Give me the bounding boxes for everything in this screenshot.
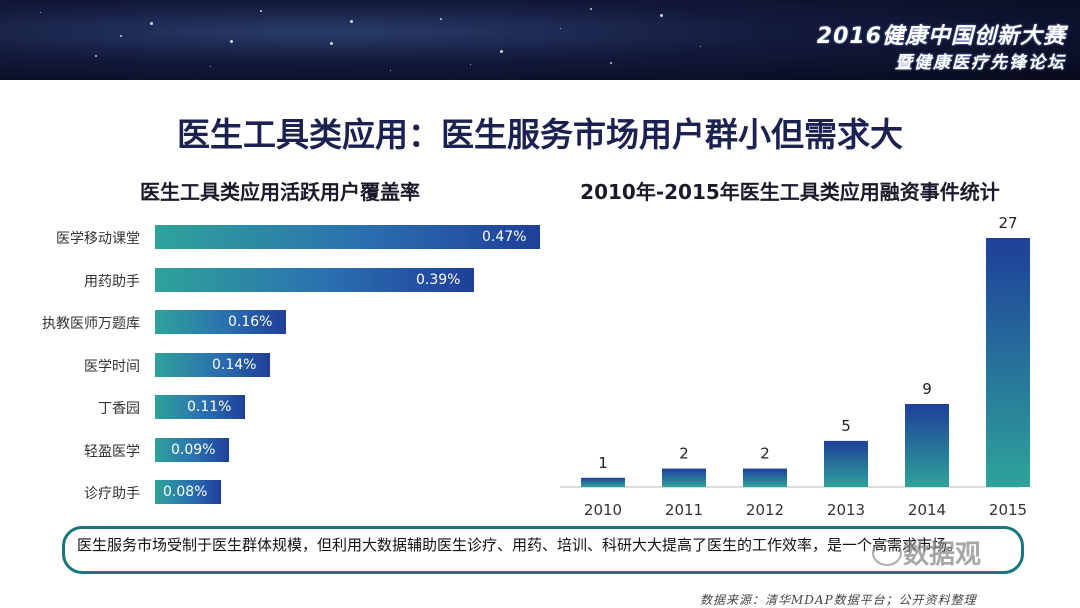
bar-value-label: 0.14% bbox=[212, 356, 257, 373]
coverage-bar bbox=[155, 437, 229, 462]
star-decoration bbox=[500, 50, 503, 53]
data-source: 数据来源：清华MDAP数据平台；公开资料整理 bbox=[700, 593, 977, 607]
bar-category-label: 执教医师万题库 bbox=[42, 316, 140, 332]
bar-category-label: 诊疗助手 bbox=[84, 486, 140, 502]
coverage-bar bbox=[155, 225, 540, 249]
year-tick-label: 2015 bbox=[989, 501, 1027, 519]
year-tick-label: 2011 bbox=[665, 501, 703, 519]
year-tick-label: 2012 bbox=[746, 501, 784, 519]
bar-value-label: 1 bbox=[598, 454, 608, 472]
star-decoration bbox=[150, 22, 153, 25]
funding-bar bbox=[581, 477, 625, 487]
star-decoration bbox=[95, 55, 97, 57]
coverage-bar bbox=[155, 395, 245, 419]
right-chart-title: 2010年-2015年医生工具类应用融资事件统计 bbox=[580, 180, 1000, 204]
funding-bar bbox=[662, 468, 706, 487]
coverage-bar bbox=[155, 267, 474, 292]
funding-bar bbox=[905, 404, 949, 487]
page-title: 医生工具类应用：医生服务市场用户群小但需求大 bbox=[177, 115, 903, 154]
bar-value-label: 2 bbox=[760, 445, 770, 463]
star-decoration bbox=[390, 70, 391, 71]
star-decoration bbox=[330, 42, 333, 45]
bar-value-label: 0.11% bbox=[187, 399, 232, 415]
star-decoration bbox=[230, 40, 233, 43]
star-decoration bbox=[210, 66, 211, 67]
wechat-icon bbox=[872, 540, 902, 566]
star-decoration bbox=[260, 10, 262, 12]
bar-category-label: 丁香园 bbox=[98, 401, 140, 417]
star-decoration bbox=[560, 28, 561, 29]
bar-value-label: 27 bbox=[998, 214, 1017, 232]
bar-category-label: 轻盈医学 bbox=[84, 443, 140, 460]
header-banner: 2016健康中国创新大赛 暨健康医疗先锋论坛 bbox=[0, 0, 1080, 80]
bar-value-label: 9 bbox=[922, 380, 932, 398]
year-tick-label: 2014 bbox=[908, 501, 946, 519]
star-decoration bbox=[700, 46, 701, 47]
star-decoration bbox=[610, 62, 612, 64]
coverage-bar bbox=[155, 352, 270, 377]
year-tick-label: 2013 bbox=[827, 501, 865, 519]
funding-bar bbox=[824, 440, 868, 487]
coverage-bar bbox=[155, 480, 221, 504]
bar-value-label: 2 bbox=[679, 445, 689, 463]
watermark-logo: 数据观 bbox=[903, 540, 982, 570]
bar-value-label: 0.08% bbox=[163, 484, 208, 500]
banner-title: 2016健康中国创新大赛 bbox=[816, 24, 1066, 49]
bar-value-label: 0.09% bbox=[171, 441, 216, 458]
coverage-bar bbox=[155, 310, 286, 334]
star-decoration bbox=[350, 20, 353, 23]
funding-bar bbox=[986, 238, 1030, 487]
bar-value-label: 0.16% bbox=[228, 314, 273, 330]
funding-bar bbox=[743, 468, 787, 487]
star-decoration bbox=[590, 8, 592, 10]
banner-subtitle: 暨健康医疗先锋论坛 bbox=[895, 53, 1066, 73]
star-decoration bbox=[40, 12, 41, 13]
bar-category-label: 医学移动课堂 bbox=[56, 231, 140, 247]
bar-category-label: 医学时间 bbox=[84, 358, 140, 375]
bar-category-label: 用药助手 bbox=[84, 273, 140, 290]
star-decoration bbox=[440, 18, 442, 20]
bar-value-label: 5 bbox=[841, 417, 851, 435]
year-tick-label: 2010 bbox=[584, 501, 622, 519]
star-decoration bbox=[470, 64, 471, 65]
left-chart-title: 医生工具类应用活跃用户覆盖率 bbox=[140, 180, 420, 204]
bar-value-label: 0.47% bbox=[482, 229, 527, 245]
star-decoration bbox=[120, 35, 122, 37]
bar-value-label: 0.39% bbox=[416, 271, 461, 288]
star-decoration bbox=[660, 14, 663, 17]
conclusion-text: 医生服务市场受制于医生群体规模，但利用大数据辅助医生诊疗、用药、培训、科研大大提… bbox=[77, 536, 963, 554]
conclusion-box: 医生服务市场受制于医生群体规模，但利用大数据辅助医生诊疗、用药、培训、科研大大提… bbox=[62, 526, 1024, 574]
funding-bar-chart: 1 2010 2 2011 2 2012 5 2013 9 2014 27 2015 bbox=[560, 214, 1030, 519]
